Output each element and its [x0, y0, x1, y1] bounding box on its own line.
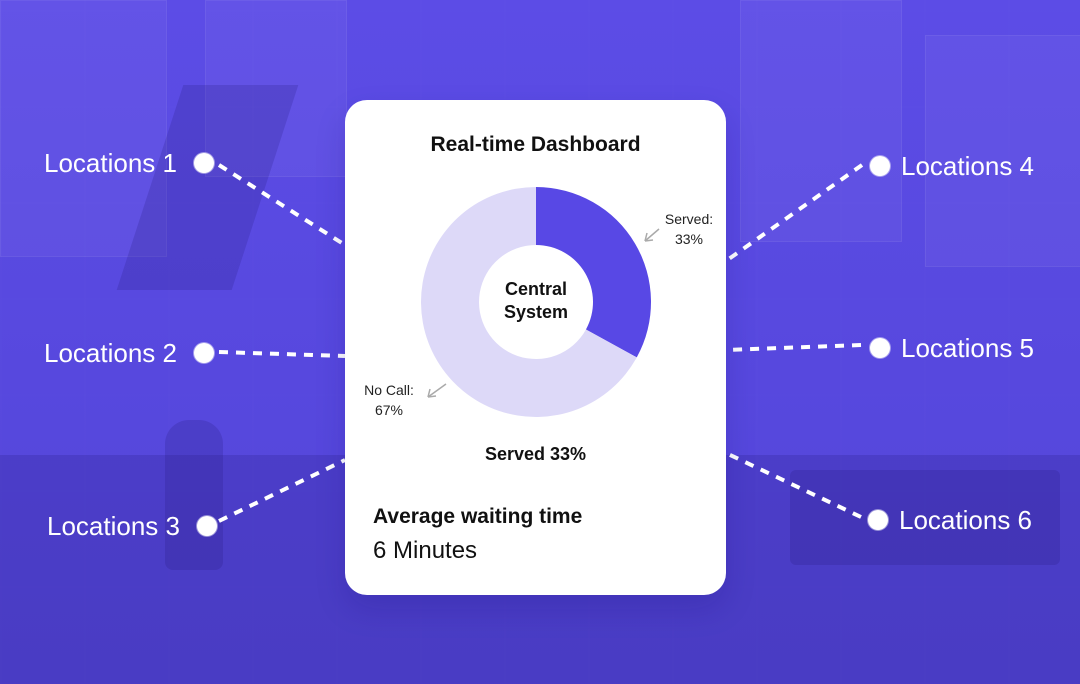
location-1-label: Locations 1	[44, 148, 177, 178]
location-4-label: Locations 4	[901, 151, 1034, 181]
donut-chart	[421, 187, 651, 417]
location-1-node-icon	[193, 153, 214, 173]
background-window	[925, 35, 1080, 267]
average-waiting-time-value: 6 Minutes	[373, 537, 478, 564]
donut-slice-no-call	[421, 187, 637, 417]
location-3: Locations 3	[47, 513, 217, 539]
background-window	[740, 0, 902, 242]
donut-slice-served	[536, 187, 651, 358]
served-summary: Served 33%	[484, 444, 587, 464]
dashboard-title: Real-time Dashboard	[430, 133, 641, 156]
served-callout-value: 33%	[674, 231, 704, 247]
average-waiting-time-label: Average waiting time	[373, 505, 583, 528]
location-3-node-icon	[196, 516, 217, 536]
location-5-label: Locations 5	[901, 333, 1034, 363]
location-6-node-icon	[868, 510, 889, 530]
location-2-label: Locations 2	[44, 338, 177, 368]
center-line-1: Central	[504, 279, 567, 299]
location-6-label: Locations 6	[899, 505, 1032, 535]
location-1: Locations 1	[44, 150, 214, 176]
central-system-label: Central System	[421, 278, 651, 324]
no-call-callout-label: No Call:	[364, 382, 414, 398]
background-window	[0, 0, 167, 257]
location-4-node-icon	[870, 156, 891, 176]
location-5: Locations 5	[870, 335, 1034, 361]
served-callout-label: Served:	[664, 211, 714, 227]
real-time-dashboard-card: Real-time Dashboard Central System Serve…	[345, 100, 726, 595]
background-window	[205, 0, 347, 177]
center-line-2: System	[503, 302, 569, 322]
location-4: Locations 4	[870, 153, 1034, 179]
location-2: Locations 2	[44, 340, 214, 366]
background-people	[165, 420, 223, 570]
central-system-chart: Central System	[421, 187, 651, 417]
location-6: Locations 6	[868, 507, 1032, 533]
served-callout: Served: 33%	[656, 209, 722, 249]
no-call-callout-value: 67%	[374, 402, 404, 418]
location-5-node-icon	[870, 338, 891, 358]
location-3-label: Locations 3	[47, 511, 180, 541]
no-call-callout: No Call: 67%	[358, 380, 420, 420]
location-2-node-icon	[193, 343, 214, 363]
